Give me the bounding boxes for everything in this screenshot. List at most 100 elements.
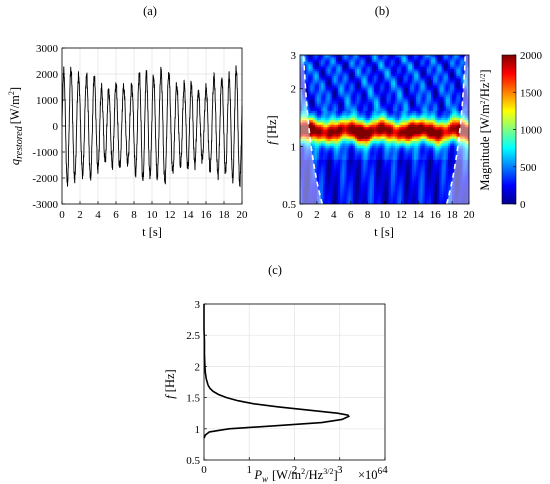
panel-b-heatmap-cell bbox=[312, 134, 316, 137]
panel-b-heatmap-cell bbox=[346, 171, 349, 175]
panel-b-heatmap-cell bbox=[357, 143, 360, 147]
panel-b-heatmap-cell bbox=[300, 120, 303, 123]
panel-b-heatmap-cell bbox=[447, 164, 451, 168]
panel-b-heatmap-cell bbox=[460, 61, 464, 65]
panel-b-heatmap-cell bbox=[466, 82, 469, 86]
panel-b-heatmap-cell bbox=[445, 113, 449, 116]
panel-b-heatmap-cell bbox=[323, 71, 326, 75]
panel-b-heatmap-cell bbox=[424, 94, 428, 98]
panel-b-heatmap-cell bbox=[424, 115, 428, 119]
panel-b-heatmap-cell bbox=[365, 173, 368, 177]
panel-b-heatmap-cell bbox=[397, 106, 400, 109]
panel-b-heatmap-cell bbox=[321, 87, 324, 91]
panel-b-heatmap-cell bbox=[321, 113, 324, 116]
panel-b-heatmap-cell bbox=[365, 159, 368, 163]
panel-b-heatmap-cell bbox=[452, 117, 455, 121]
panel-b-heatmap-cell bbox=[454, 89, 457, 93]
panel-b-heatmap-cell bbox=[424, 141, 428, 144]
panel-b-heatmap-cell bbox=[323, 127, 326, 130]
panel-b-heatmap-cell bbox=[348, 150, 352, 154]
panel-b-heatmap-cell bbox=[452, 150, 455, 154]
panel-b-heatmap-cell bbox=[361, 138, 364, 142]
panel-b-heatmap-cell bbox=[439, 155, 442, 158]
panel-b-heatmap-cell bbox=[405, 64, 409, 68]
panel-b-heatmap-cell bbox=[378, 106, 381, 109]
panel-b-heatmap-cell bbox=[409, 122, 413, 126]
panel-b-heatmap-cell bbox=[373, 94, 377, 98]
panel-b-heatmap-cell bbox=[338, 164, 341, 168]
panel-b-heatmap-cell bbox=[428, 106, 432, 109]
panel-b-heatmap-cell bbox=[333, 190, 337, 193]
panel-b-heatmap-cell bbox=[435, 96, 438, 100]
panel-b-heatmap-cell bbox=[329, 106, 333, 109]
panel-b-heatmap-cell bbox=[462, 120, 466, 123]
panel-b-heatmap-cell bbox=[430, 129, 434, 133]
panel-b-heatmap-cell bbox=[312, 145, 316, 149]
panel-b-heatmap-cell bbox=[447, 150, 451, 154]
panel-b-heatmap-cell bbox=[386, 157, 390, 161]
panel-b-heatmap-cell bbox=[329, 120, 333, 123]
panel-b-heatmap-cell bbox=[321, 80, 324, 84]
panel-b-heatmap-cell bbox=[352, 152, 356, 156]
panel-b-heatmap-cell bbox=[380, 59, 383, 63]
panel-b-heatmap-cell bbox=[308, 80, 311, 84]
panel-b-heatmap-cell bbox=[428, 124, 432, 128]
panel-b-heatmap-cell bbox=[378, 78, 381, 82]
panel-b-heatmap-cell bbox=[437, 113, 440, 116]
panel-b-heatmap-cell bbox=[454, 134, 457, 137]
panel-b-heatmap-cell bbox=[386, 159, 390, 163]
panel-b-heatmap-cell bbox=[384, 187, 388, 191]
panel-b-heatmap-cell bbox=[460, 143, 464, 147]
panel-b-heatmap-cell bbox=[466, 152, 469, 156]
panel-b-heatmap-cell bbox=[316, 194, 320, 198]
panel-b-heatmap-cell bbox=[338, 178, 341, 182]
panel-b-heatmap-cell bbox=[388, 115, 392, 119]
panel-b-heatmap-cell bbox=[306, 169, 309, 172]
panel-b-heatmap-cell bbox=[365, 80, 368, 84]
panel-b-heatmap-cell bbox=[403, 106, 407, 109]
panel-b-heatmap-cell bbox=[386, 66, 390, 70]
panel-b-heatmap-cell bbox=[327, 152, 330, 156]
panel-b-heatmap-cell bbox=[386, 99, 390, 102]
panel-b-heatmap-cell bbox=[435, 68, 438, 72]
panel-b-heatmap-cell bbox=[338, 87, 341, 91]
panel-b-heatmap-cell bbox=[308, 113, 311, 116]
panel-b-heatmap-cell bbox=[367, 87, 371, 91]
panel-b-heatmap-cell bbox=[454, 122, 457, 126]
panel-b-heatmap-cell bbox=[388, 157, 392, 161]
panel-b-heatmap-cell bbox=[312, 176, 316, 179]
panel-b-heatmap-cell bbox=[418, 68, 421, 72]
panel-b-heatmap-cell bbox=[329, 155, 333, 158]
panel-b-heatmap-cell bbox=[304, 143, 307, 147]
panel-b-heatmap-cell bbox=[392, 171, 396, 175]
panel-b-heatmap-cell bbox=[445, 73, 449, 77]
panel-b-heatmap-cell bbox=[430, 66, 434, 70]
panel-b-heatmap-cell bbox=[405, 57, 409, 61]
panel-b-heatmap-cell bbox=[335, 61, 339, 65]
panel-b-heatmap-cell bbox=[384, 115, 388, 119]
panel-b-heatmap-cell bbox=[380, 124, 383, 128]
panel-b-heatmap-cell bbox=[435, 173, 438, 177]
panel-b-heatmap-cell bbox=[433, 75, 436, 79]
panel-b-heatmap-cell bbox=[390, 169, 394, 172]
panel-b-heatmap-cell bbox=[302, 85, 305, 88]
panel-b-heatmap-cell bbox=[428, 183, 432, 186]
panel-b-heatmap-cell bbox=[430, 190, 434, 193]
panel-b-heatmap-cell bbox=[390, 96, 394, 100]
panel-b-heatmap-cell bbox=[405, 61, 409, 65]
panel-b-heatmap-cell bbox=[384, 194, 388, 198]
panel-b-heatmap-cell bbox=[426, 108, 430, 112]
panel-b-heatmap-cell bbox=[335, 148, 339, 151]
panel-b-heatmap-cell bbox=[392, 159, 396, 163]
panel-b-heatmap-cell bbox=[329, 180, 333, 184]
panel-b-heatmap-cell bbox=[445, 169, 449, 172]
panel-b-heatmap-cell bbox=[426, 92, 430, 95]
panel-b-heatmap-cell bbox=[462, 96, 466, 100]
panel-b-heatmap-cell bbox=[300, 122, 303, 126]
panel-b-heatmap-cell bbox=[403, 87, 407, 91]
panel-b-heatmap-cell bbox=[426, 85, 430, 88]
panel-b-heatmap-cell bbox=[361, 197, 364, 200]
panel-b-heatmap-cell bbox=[361, 148, 364, 151]
panel-b-heatmap-cell bbox=[312, 66, 316, 70]
panel-b-heatmap-cell bbox=[371, 138, 375, 142]
